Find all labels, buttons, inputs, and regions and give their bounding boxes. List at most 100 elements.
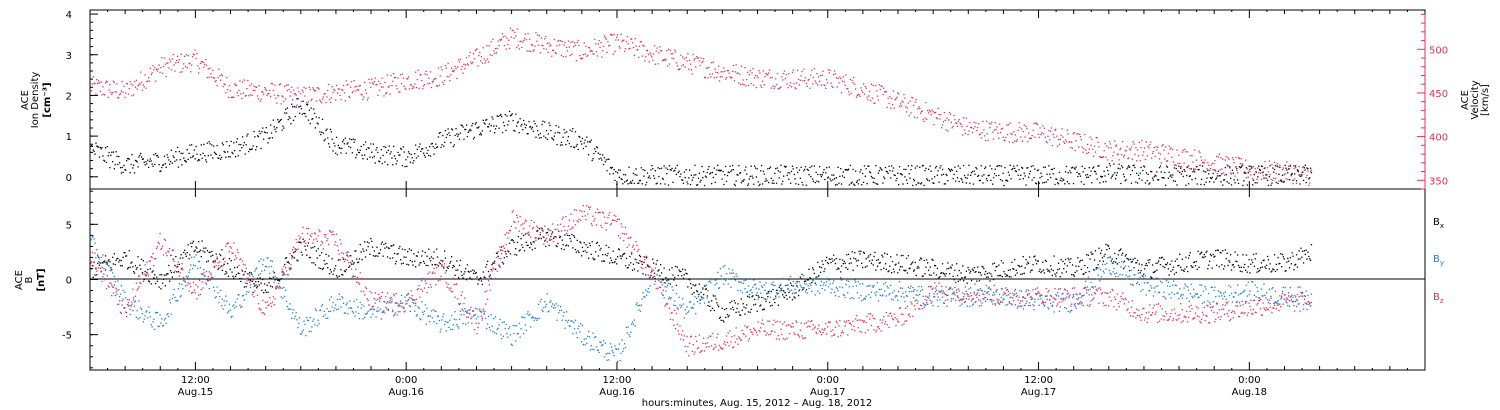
bx-point	[144, 270, 146, 273]
density-point	[1084, 167, 1086, 170]
density-point	[1129, 173, 1132, 176]
velocity-point	[400, 74, 402, 76]
density-point	[588, 154, 590, 156]
bx-point	[1121, 254, 1123, 256]
density-point	[934, 176, 936, 178]
bx-point	[1205, 251, 1207, 254]
density-point	[859, 171, 861, 173]
velocity-point	[940, 113, 942, 116]
velocity-point	[324, 93, 326, 95]
density-point	[1253, 174, 1255, 176]
bx-point	[774, 302, 776, 304]
bx-point	[864, 266, 866, 268]
velocity-point	[1104, 143, 1106, 145]
velocity-point	[949, 112, 951, 114]
density-point	[833, 174, 835, 176]
density-point	[655, 183, 657, 185]
density-point	[456, 133, 458, 135]
by-point	[415, 304, 417, 307]
velocity-point	[756, 75, 758, 77]
velocity-point	[1271, 163, 1273, 166]
velocity-point	[251, 94, 253, 96]
velocity-point	[891, 104, 894, 106]
velocity-point	[920, 112, 922, 114]
bx-point	[685, 272, 687, 274]
density-point	[566, 140, 569, 142]
density-point	[256, 146, 258, 148]
by-point	[496, 328, 498, 331]
density-point	[174, 160, 176, 162]
bx-point	[322, 267, 324, 269]
density-point	[767, 168, 769, 170]
density-point	[177, 146, 179, 149]
density-point	[645, 184, 647, 186]
bx-point	[1298, 250, 1300, 252]
velocity-point	[626, 35, 628, 38]
bx-point	[1169, 263, 1171, 265]
density-point	[1248, 165, 1250, 167]
velocity-point	[1017, 129, 1019, 132]
bx-point	[523, 234, 525, 237]
velocity-point	[1097, 141, 1099, 143]
velocity-point	[809, 87, 811, 89]
velocity-point	[263, 93, 265, 96]
bx-point	[1051, 274, 1053, 277]
density-point	[273, 126, 275, 128]
velocity-point	[1306, 174, 1308, 177]
by-point	[216, 286, 218, 288]
velocity-point	[529, 38, 531, 40]
by-point	[512, 324, 514, 327]
density-point	[714, 181, 716, 183]
density-point	[230, 140, 232, 142]
density-point	[1250, 165, 1252, 167]
velocity-point	[1042, 133, 1045, 135]
density-point	[949, 170, 952, 172]
velocity-point	[865, 87, 867, 89]
bx-point	[969, 272, 971, 274]
density-point	[484, 123, 486, 125]
by-point	[177, 300, 179, 302]
by-point	[155, 312, 157, 314]
bx-point	[728, 314, 730, 317]
bx-point	[98, 264, 101, 266]
velocity-point	[913, 104, 915, 106]
velocity-point	[234, 83, 236, 85]
density-point	[1113, 163, 1115, 165]
bx-point	[1091, 253, 1093, 255]
velocity-point	[1262, 175, 1264, 177]
bx-point	[1254, 258, 1256, 260]
bx-point	[185, 255, 187, 257]
by-point	[447, 321, 449, 323]
density-point	[1111, 175, 1113, 177]
density-point	[785, 165, 787, 168]
velocity-point	[120, 90, 122, 92]
density-point	[234, 156, 237, 158]
velocity-point	[978, 123, 980, 125]
velocity-point	[111, 93, 113, 95]
bx-point	[1029, 271, 1032, 273]
by-point	[184, 281, 187, 283]
density-point	[528, 120, 530, 123]
bx-point	[404, 249, 406, 251]
bx-point	[1098, 247, 1100, 249]
by-point	[185, 275, 187, 277]
by-point	[406, 294, 408, 296]
bx-point	[922, 275, 924, 277]
bx-point	[1181, 258, 1183, 260]
bx-point	[812, 269, 815, 271]
density-point	[1133, 164, 1135, 166]
velocity-point	[326, 96, 328, 98]
bx-point	[1097, 264, 1099, 266]
density-point	[275, 130, 277, 133]
velocity-point	[751, 72, 753, 74]
bx-point	[1235, 260, 1237, 262]
bx-point	[179, 257, 181, 259]
density-point	[92, 149, 94, 151]
velocity-point	[798, 84, 801, 86]
density-point	[416, 148, 418, 150]
by-point	[450, 328, 452, 330]
bx-point	[338, 275, 340, 277]
density-point	[1194, 171, 1196, 173]
velocity-point	[1058, 143, 1061, 145]
by-point	[203, 269, 205, 271]
